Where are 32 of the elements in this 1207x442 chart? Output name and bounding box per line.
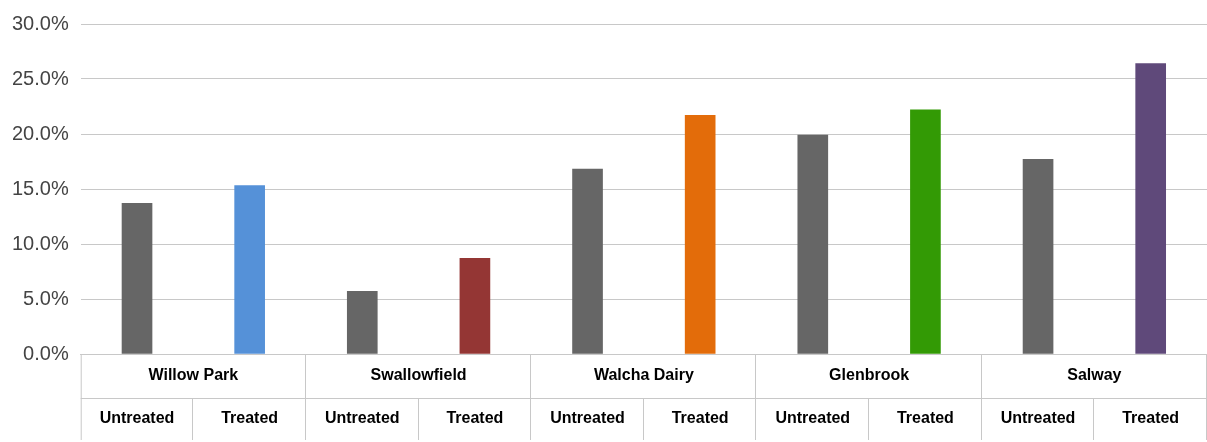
x-tick-label: Untreated [324,409,400,427]
x-tick-label: Treated [446,409,504,427]
bar [797,134,829,354]
x-tick-label: Untreated [550,409,625,427]
x-tick-label: Treated [221,409,279,427]
y-tick-label: 0.0% [23,341,69,364]
text: Salway [1067,366,1122,384]
y-tick-label: 30.0% [11,11,69,34]
y-tick-label: 5.0% [23,286,69,309]
x-tick-label: Treated [1122,409,1180,427]
x-tick-label: Treated [896,409,954,427]
bar [572,168,603,354]
text: Glenbrook [829,366,910,384]
y-tick-label: 20.0% [11,121,69,144]
bar [1022,158,1054,354]
bar [234,185,265,354]
x-tick-label: Untreated [99,409,175,427]
bar [684,114,716,354]
x-tick-label: Treated [671,409,729,427]
text: Walcha Dairy [593,366,694,384]
bar [121,202,153,354]
text: Willow Park [148,366,239,384]
bar [1135,63,1167,354]
x-tick-label: Untreated [775,409,851,427]
x-tick-label: Untreated [1000,409,1076,427]
bar [459,257,491,354]
y-tick-label: 10.0% [11,231,69,254]
y-tick-label: 25.0% [11,66,69,89]
bar [910,109,941,354]
y-tick-label: 15.0% [11,176,69,199]
text: Swallowfield [370,366,467,384]
bar [346,290,378,354]
